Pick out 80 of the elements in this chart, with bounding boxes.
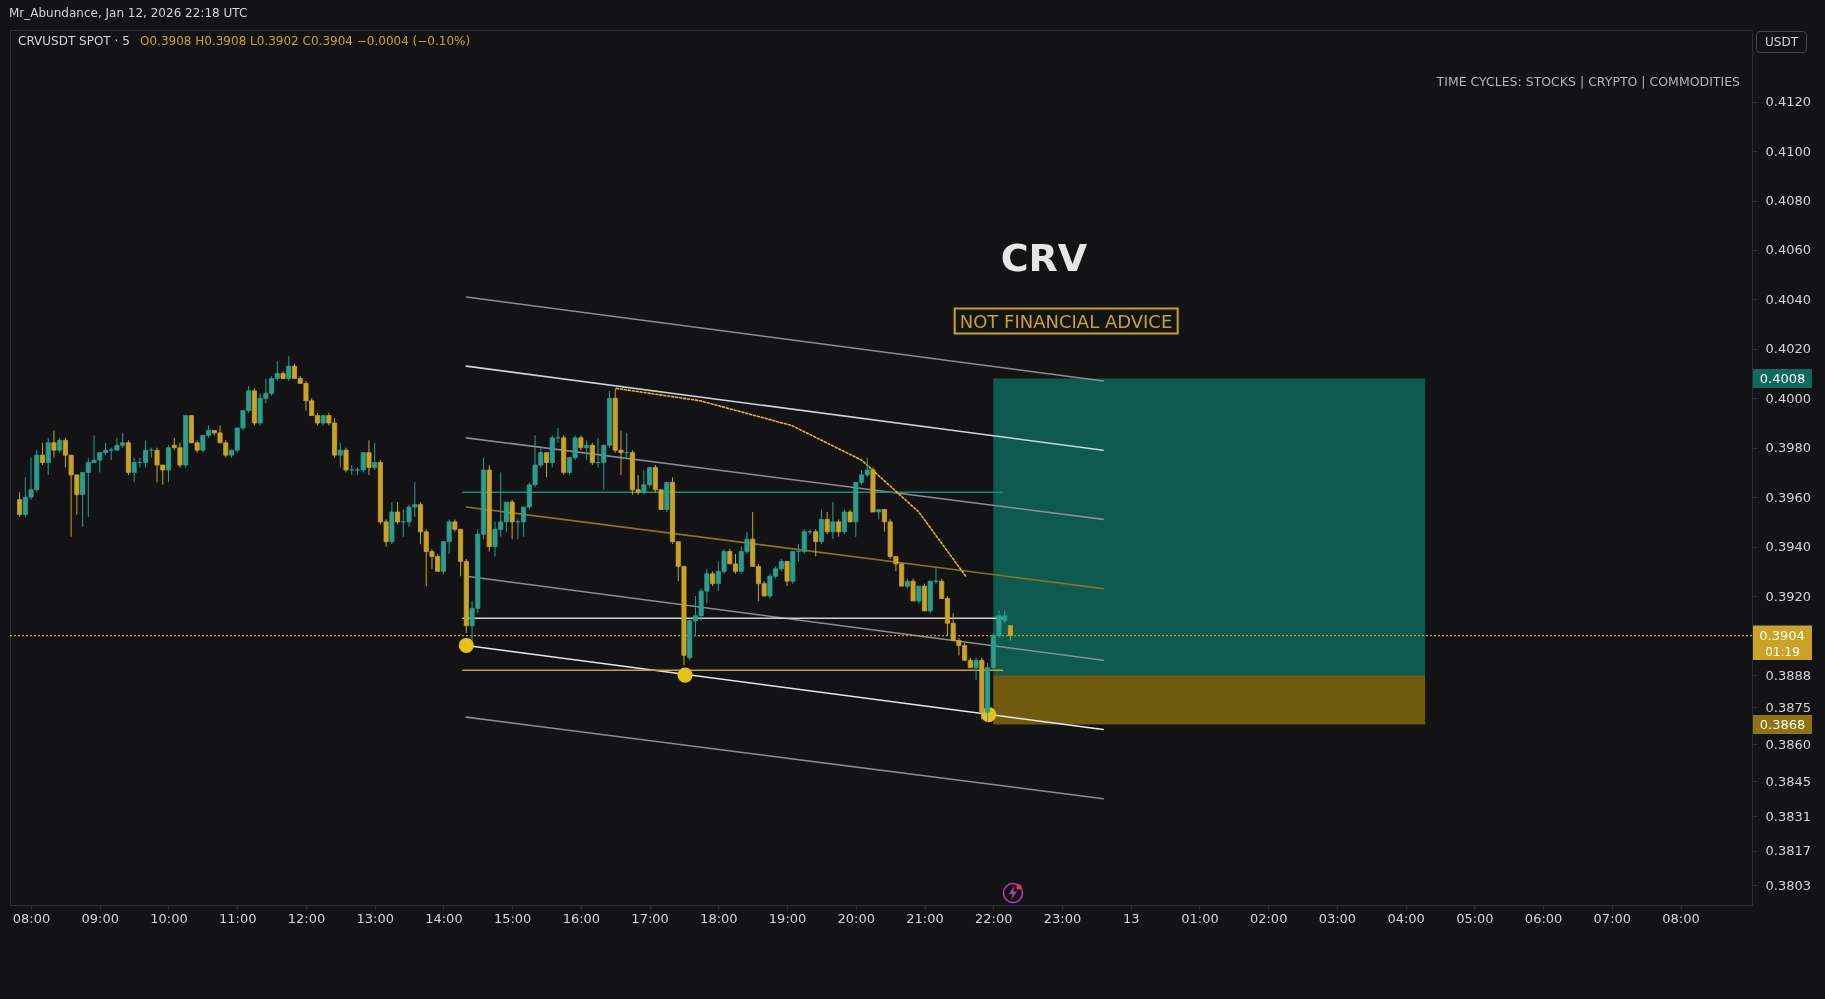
x-tick-label: 19:00	[768, 910, 807, 926]
x-tick-label: 14:00	[425, 910, 463, 926]
y-tick-label: 0.3920	[1765, 588, 1811, 604]
candlestick	[824, 511, 830, 535]
candlestick	[589, 442, 595, 466]
y-tick-label: 0.3817	[1765, 843, 1811, 859]
y-tick-label: 0.4040	[1765, 291, 1811, 307]
candlestick	[166, 444, 171, 483]
x-tick-label: 05:00	[1456, 910, 1494, 926]
candlestick	[45, 437, 51, 476]
candlestick	[343, 447, 349, 473]
y-tick-label: 0.4080	[1765, 193, 1811, 209]
candlestick	[818, 509, 824, 545]
candlestick	[366, 439, 372, 476]
ref-line-label: 0.3904	[1759, 627, 1805, 643]
candlestick	[973, 657, 979, 681]
y-tick-label: 0.3831	[1765, 808, 1811, 824]
candlestick	[337, 442, 343, 468]
chart-title: CRVUSDT SPOT · 5	[18, 34, 130, 48]
x-tick-label: 03:00	[1318, 910, 1357, 926]
x-tick-label: 17:00	[631, 910, 669, 926]
annotation: NOT FINANCIAL ADVICE	[953, 307, 1179, 335]
annotation: O0.3908 H0.3908 L0.3902 C0.3904 −0.0004 (−0.10%)	[140, 34, 471, 48]
x-tick-label: 08:00	[1662, 910, 1700, 926]
y-tick-label: 0.4020	[1765, 341, 1811, 357]
y-tick-label: 0.3845	[1765, 773, 1811, 789]
y-tick-label: 0.3803	[1765, 877, 1811, 893]
x-tick-label: 09:00	[81, 910, 119, 926]
line-series	[615, 387, 967, 578]
x-tick-label: 15:00	[493, 910, 532, 926]
candlestick	[395, 501, 401, 525]
text: 0.3868	[1753, 715, 1812, 734]
y-tick-label: 0.3875	[1765, 699, 1811, 715]
candlestick	[39, 442, 45, 466]
text: 0.4008	[1753, 369, 1812, 388]
x-tick-label: 11:00	[218, 910, 257, 926]
y-axis-title: USDT	[1756, 31, 1807, 53]
candlestick	[584, 439, 590, 461]
candlestick	[509, 499, 515, 540]
x-tick-label: 02:00	[1249, 910, 1288, 926]
x-tick-label: 06:00	[1524, 910, 1563, 926]
candlestick	[830, 501, 836, 540]
y-tick-label: 0.3888	[1765, 667, 1811, 683]
annotation: TIME CYCLES: STOCKS | CRYPTO | COMMODITIES	[1436, 74, 1740, 89]
y-tick-label: 0.4120	[1765, 94, 1811, 110]
y-tick-label: 0.4060	[1765, 242, 1811, 258]
candlestick	[784, 560, 790, 587]
x-tick-label: 18:00	[700, 910, 738, 926]
text: Mr_Abundance, Jan 12, 2026 22:18 UTC	[9, 6, 248, 20]
point	[458, 637, 474, 654]
x-tick-label: 07:00	[1593, 910, 1632, 926]
y-tick-label: 0.3960	[1765, 489, 1811, 505]
text: 01:19	[1753, 645, 1812, 660]
x-tick-label: 23:00	[1043, 910, 1082, 926]
x-tick-label: 22:00	[975, 910, 1013, 926]
candlestick	[51, 429, 57, 459]
x-tick-label: 13	[1122, 910, 1140, 926]
x-tick-label: 10:00	[150, 910, 188, 926]
point	[677, 667, 693, 683]
x-tick-label: 08:00	[12, 910, 51, 926]
annotation: CRV	[1000, 236, 1088, 280]
candlestick	[544, 452, 550, 478]
x-tick-label: 01:00	[1181, 910, 1219, 926]
y-tick-label: 0.3860	[1765, 736, 1811, 752]
x-tick-label: 20:00	[837, 910, 876, 926]
candlestick	[372, 442, 378, 471]
x-tick-label: 13:00	[356, 910, 394, 926]
x-tick-label: 04:00	[1387, 910, 1425, 926]
x-tick-label: 12:00	[287, 910, 326, 926]
candlestick	[813, 528, 819, 557]
y-tick-label: 0.4000	[1765, 390, 1811, 406]
y-tick-label: 0.3980	[1765, 440, 1811, 456]
x-tick-label: 21:00	[906, 910, 944, 926]
y-tick-label: 0.3940	[1765, 539, 1811, 555]
candlestick	[286, 355, 292, 382]
candlestick	[17, 491, 23, 518]
candlestick	[910, 578, 916, 602]
x-tick-label: 16:00	[562, 910, 601, 926]
candlestick	[841, 509, 847, 535]
y-tick-label: 0.4100	[1765, 143, 1811, 159]
